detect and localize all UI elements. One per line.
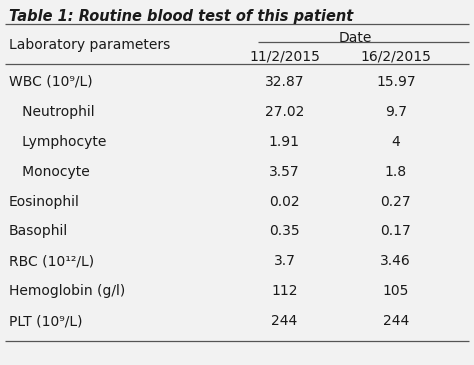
Text: 4: 4	[392, 135, 400, 149]
Text: Laboratory parameters: Laboratory parameters	[9, 38, 170, 52]
Text: Neutrophil: Neutrophil	[9, 105, 94, 119]
Text: Lymphocyte: Lymphocyte	[9, 135, 106, 149]
Text: RBC (10¹²/L): RBC (10¹²/L)	[9, 254, 94, 268]
Text: 0.17: 0.17	[381, 224, 411, 238]
Text: 9.7: 9.7	[385, 105, 407, 119]
Text: 244: 244	[271, 314, 298, 328]
Text: 0.02: 0.02	[269, 195, 300, 208]
Text: 105: 105	[383, 284, 409, 298]
Text: Monocyte: Monocyte	[9, 165, 89, 178]
Text: 0.27: 0.27	[381, 195, 411, 208]
Text: WBC (10⁹/L): WBC (10⁹/L)	[9, 75, 92, 89]
Text: 112: 112	[271, 284, 298, 298]
Text: 11/2/2015: 11/2/2015	[249, 49, 320, 63]
Text: Hemoglobin (g/l): Hemoglobin (g/l)	[9, 284, 125, 298]
Text: 1.91: 1.91	[269, 135, 300, 149]
Text: 3.57: 3.57	[269, 165, 300, 178]
Text: 32.87: 32.87	[264, 75, 304, 89]
Text: 3.7: 3.7	[273, 254, 295, 268]
Text: 27.02: 27.02	[264, 105, 304, 119]
Text: 3.46: 3.46	[381, 254, 411, 268]
Text: 15.97: 15.97	[376, 75, 416, 89]
Text: Eosinophil: Eosinophil	[9, 195, 80, 208]
Text: Table 1: Routine blood test of this patient: Table 1: Routine blood test of this pati…	[9, 9, 353, 24]
Text: PLT (10⁹/L): PLT (10⁹/L)	[9, 314, 82, 328]
Text: 244: 244	[383, 314, 409, 328]
Text: Date: Date	[339, 31, 372, 45]
Text: 0.35: 0.35	[269, 224, 300, 238]
Text: 1.8: 1.8	[385, 165, 407, 178]
Text: 16/2/2015: 16/2/2015	[360, 49, 431, 63]
Text: Basophil: Basophil	[9, 224, 68, 238]
